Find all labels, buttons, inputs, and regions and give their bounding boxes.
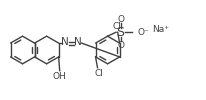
Text: Cl: Cl <box>94 69 102 78</box>
Text: Cl: Cl <box>112 22 121 31</box>
Text: O: O <box>116 41 123 50</box>
Text: O⁻: O⁻ <box>137 28 148 37</box>
Text: OH: OH <box>53 72 66 81</box>
Text: S: S <box>116 26 124 39</box>
Text: Na⁺: Na⁺ <box>152 25 169 34</box>
Text: N: N <box>61 37 68 47</box>
Text: N: N <box>73 37 81 47</box>
Text: O: O <box>116 15 123 24</box>
